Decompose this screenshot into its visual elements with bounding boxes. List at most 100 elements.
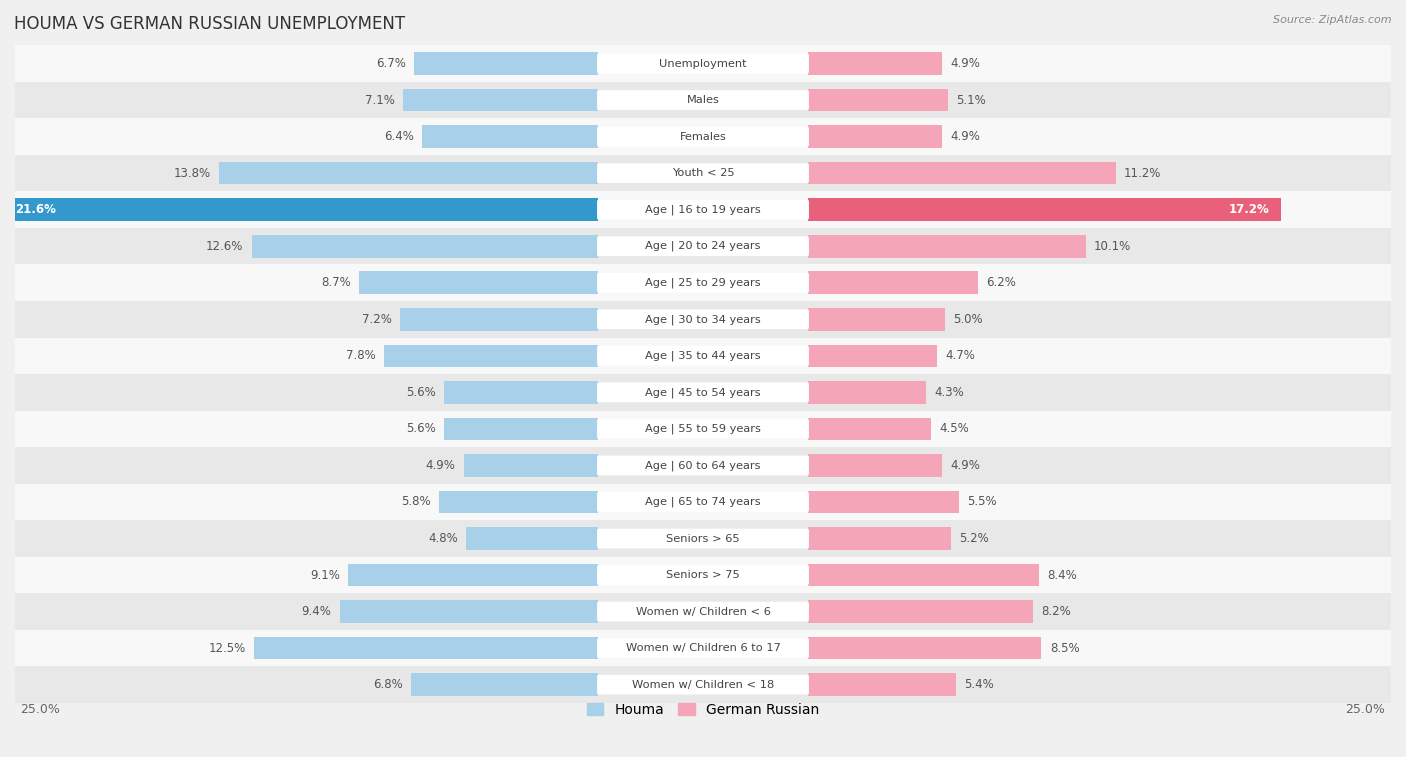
Text: Age | 25 to 29 years: Age | 25 to 29 years	[645, 278, 761, 288]
Text: Age | 20 to 24 years: Age | 20 to 24 years	[645, 241, 761, 251]
Bar	[439, 491, 599, 513]
Text: 12.6%: 12.6%	[207, 240, 243, 253]
Bar	[15, 484, 1391, 520]
Text: 5.8%: 5.8%	[401, 496, 430, 509]
FancyBboxPatch shape	[598, 200, 808, 220]
Text: 6.7%: 6.7%	[375, 57, 406, 70]
Text: 12.5%: 12.5%	[209, 642, 246, 655]
Text: Age | 16 to 19 years: Age | 16 to 19 years	[645, 204, 761, 215]
Bar	[807, 673, 956, 696]
Text: Males: Males	[686, 95, 720, 105]
Text: Age | 35 to 44 years: Age | 35 to 44 years	[645, 350, 761, 361]
Text: Women w/ Children < 6: Women w/ Children < 6	[636, 606, 770, 617]
Text: Seniors > 75: Seniors > 75	[666, 570, 740, 580]
Bar	[807, 52, 942, 75]
FancyBboxPatch shape	[598, 638, 808, 658]
FancyBboxPatch shape	[598, 528, 808, 548]
Text: 6.2%: 6.2%	[987, 276, 1017, 289]
Bar	[807, 89, 948, 111]
Bar	[15, 447, 1391, 484]
Text: 8.5%: 8.5%	[1050, 642, 1080, 655]
Text: 21.6%: 21.6%	[15, 203, 56, 217]
Bar	[15, 192, 1391, 228]
Bar	[15, 666, 1391, 703]
Text: Age | 30 to 34 years: Age | 30 to 34 years	[645, 314, 761, 325]
Text: 5.5%: 5.5%	[967, 496, 997, 509]
Text: 9.4%: 9.4%	[302, 605, 332, 618]
Bar	[15, 338, 1391, 374]
Bar	[807, 454, 942, 477]
Bar	[807, 564, 1039, 587]
Legend: Houma, German Russian: Houma, German Russian	[581, 697, 825, 722]
Bar	[15, 45, 1391, 82]
Text: Unemployment: Unemployment	[659, 58, 747, 69]
Bar	[444, 381, 599, 403]
Bar	[15, 374, 1391, 410]
FancyBboxPatch shape	[598, 310, 808, 329]
Text: 4.9%: 4.9%	[950, 459, 980, 472]
Bar	[807, 637, 1042, 659]
Text: 8.4%: 8.4%	[1047, 569, 1077, 581]
FancyBboxPatch shape	[598, 126, 808, 147]
Text: 17.2%: 17.2%	[1229, 203, 1270, 217]
Bar	[15, 82, 1391, 118]
Bar	[807, 308, 945, 331]
Bar	[807, 527, 950, 550]
Bar	[219, 162, 599, 185]
Bar	[384, 344, 599, 367]
Text: 4.7%: 4.7%	[945, 349, 974, 363]
Bar	[15, 520, 1391, 557]
Text: 25.0%: 25.0%	[21, 703, 60, 716]
Text: Women w/ Children 6 to 17: Women w/ Children 6 to 17	[626, 643, 780, 653]
Text: 5.6%: 5.6%	[406, 422, 436, 435]
Bar	[467, 527, 599, 550]
FancyBboxPatch shape	[598, 492, 808, 512]
Text: 6.4%: 6.4%	[384, 130, 413, 143]
Text: 4.5%: 4.5%	[939, 422, 969, 435]
Text: 5.2%: 5.2%	[959, 532, 988, 545]
Bar	[807, 600, 1033, 623]
FancyBboxPatch shape	[598, 382, 808, 402]
Bar	[254, 637, 599, 659]
Bar	[349, 564, 599, 587]
Text: 11.2%: 11.2%	[1123, 167, 1161, 179]
Text: 25.0%: 25.0%	[1346, 703, 1385, 716]
FancyBboxPatch shape	[598, 346, 808, 366]
Bar	[359, 272, 599, 294]
Bar	[15, 301, 1391, 338]
Bar	[413, 52, 599, 75]
Text: Age | 55 to 59 years: Age | 55 to 59 years	[645, 424, 761, 435]
Bar	[422, 126, 599, 148]
Bar	[444, 418, 599, 441]
Bar	[15, 155, 1391, 192]
Text: 4.9%: 4.9%	[950, 130, 980, 143]
Bar	[807, 198, 1281, 221]
Bar	[807, 162, 1116, 185]
Bar	[4, 198, 599, 221]
FancyBboxPatch shape	[598, 565, 808, 585]
Text: Women w/ Children < 18: Women w/ Children < 18	[631, 680, 775, 690]
Text: Seniors > 65: Seniors > 65	[666, 534, 740, 544]
Bar	[252, 235, 599, 257]
Bar	[807, 491, 959, 513]
Text: 6.8%: 6.8%	[373, 678, 404, 691]
FancyBboxPatch shape	[598, 273, 808, 293]
Bar	[464, 454, 599, 477]
Bar	[15, 264, 1391, 301]
Text: 7.2%: 7.2%	[363, 313, 392, 326]
Text: 9.1%: 9.1%	[309, 569, 340, 581]
Text: 8.2%: 8.2%	[1042, 605, 1071, 618]
Text: Age | 65 to 74 years: Age | 65 to 74 years	[645, 497, 761, 507]
Bar	[807, 272, 979, 294]
Text: 5.1%: 5.1%	[956, 94, 986, 107]
Bar	[412, 673, 599, 696]
FancyBboxPatch shape	[598, 164, 808, 183]
Text: 10.1%: 10.1%	[1094, 240, 1130, 253]
Bar	[15, 630, 1391, 666]
Bar	[340, 600, 599, 623]
Bar	[807, 235, 1085, 257]
Bar	[15, 557, 1391, 593]
Bar	[15, 410, 1391, 447]
Text: 4.3%: 4.3%	[934, 386, 965, 399]
Text: 4.9%: 4.9%	[950, 57, 980, 70]
